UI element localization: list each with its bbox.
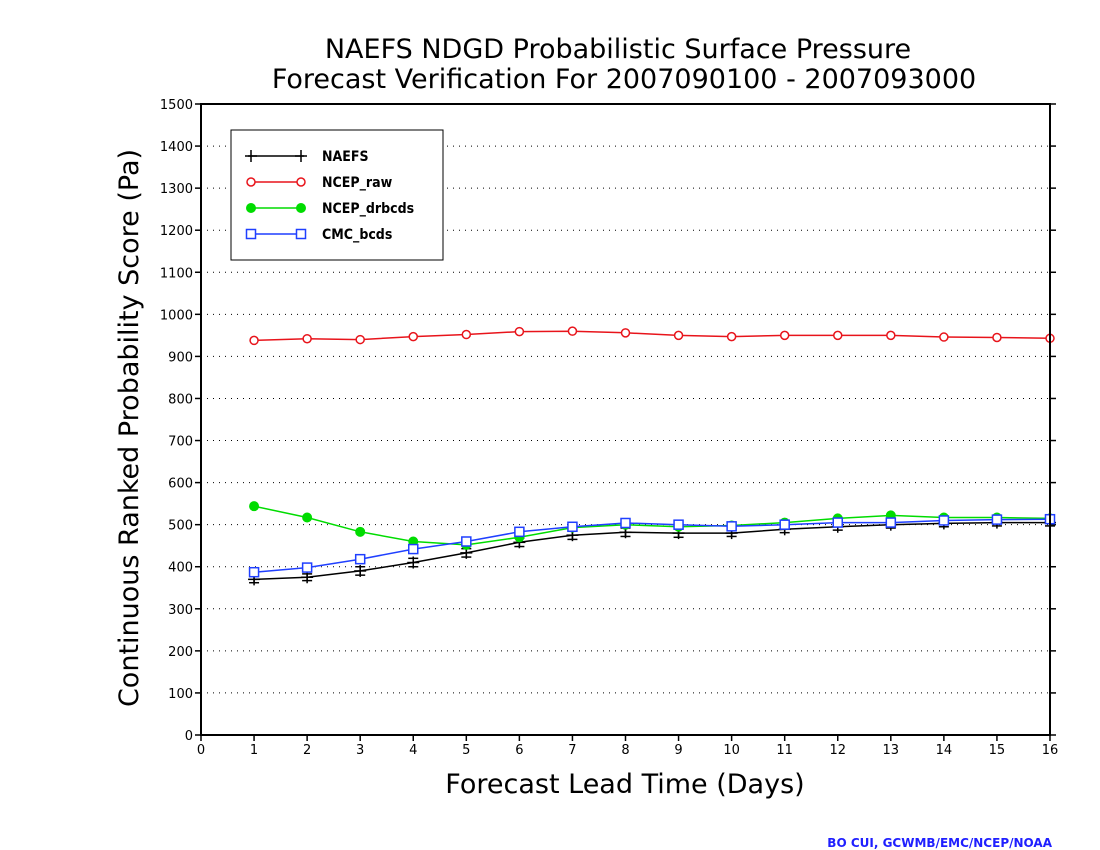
legend-label-ncep-raw: NCEP_raw bbox=[322, 175, 393, 191]
x-tick-label: 5 bbox=[462, 743, 470, 758]
legend-label-cmc-bcds: CMC_bcds bbox=[322, 227, 392, 243]
data-point-ncep-drbcds bbox=[302, 512, 313, 523]
data-point-cmc-bcds bbox=[991, 514, 1003, 525]
series-line-ncep-raw bbox=[254, 330, 1051, 342]
data-point-ncep-raw bbox=[567, 326, 578, 336]
data-point-cmc-bcds bbox=[885, 517, 897, 528]
series-ncep-drbcds bbox=[249, 501, 1055, 550]
data-point-cmc-bcds bbox=[673, 519, 684, 530]
legend: NAEFS NCEP_raw NCEP_drbcds CMC_bcds bbox=[230, 129, 444, 261]
y-tick-label: 100 bbox=[168, 687, 193, 702]
series-line-ncep-drbcds bbox=[253, 505, 1051, 546]
data-point-ncep-raw bbox=[779, 330, 790, 341]
y-tick-label: 500 bbox=[168, 519, 193, 534]
data-point-ncep-raw bbox=[249, 335, 259, 346]
legend-label-ncep-drbcds: NCEP_drbcds bbox=[322, 201, 414, 217]
chart-title-line1: NAEFS NDGD Probabilistic Surface Pressur… bbox=[325, 34, 911, 65]
series-cmc-bcds bbox=[248, 513, 1056, 578]
series-naefs bbox=[248, 516, 1056, 586]
x-tick-label: 14 bbox=[936, 743, 953, 758]
data-point-ncep-raw bbox=[833, 330, 843, 341]
chart-title-line2: Forecast Verification For 2007090100 - 2… bbox=[272, 64, 976, 95]
data-point-cmc-bcds bbox=[354, 553, 366, 565]
data-point-cmc-bcds bbox=[620, 517, 631, 529]
data-point-cmc-bcds bbox=[779, 519, 790, 530]
legend-label-naefs: NAEFS bbox=[322, 149, 369, 165]
axis-ticks: 0100200300400500600700800900100011001200… bbox=[160, 98, 1058, 758]
data-point-cmc-bcds bbox=[938, 515, 950, 526]
plot-area-frame bbox=[200, 103, 1051, 736]
data-point-cmc-bcds bbox=[832, 517, 843, 528]
x-tick-label: 6 bbox=[515, 743, 523, 758]
data-point-ncep-raw bbox=[939, 332, 949, 342]
x-tick-label: 10 bbox=[723, 743, 740, 758]
data-point-ncep-raw bbox=[355, 334, 365, 345]
y-tick-label: 900 bbox=[168, 350, 193, 365]
x-tick-label: 8 bbox=[621, 743, 629, 758]
data-point-cmc-bcds bbox=[408, 543, 419, 555]
data-point-ncep-raw bbox=[726, 331, 737, 342]
y-tick-label: 800 bbox=[168, 392, 193, 407]
y-tick-label: 1500 bbox=[160, 98, 193, 113]
legend-marker-right-cmc-bcds bbox=[295, 228, 307, 240]
legend-marker-right-ncep-drbcds bbox=[296, 203, 306, 213]
x-tick-label: 1 bbox=[250, 743, 258, 758]
data-point-ncep-raw bbox=[461, 329, 472, 340]
data-point-cmc-bcds bbox=[461, 536, 472, 547]
y-tick-label: 1200 bbox=[160, 224, 193, 239]
data-point-ncep-drbcds bbox=[249, 501, 260, 512]
x-tick-label: 11 bbox=[776, 743, 793, 758]
legend-entry-naefs: NAEFS bbox=[245, 149, 369, 165]
x-tick-label: 15 bbox=[989, 743, 1006, 758]
y-tick-label: 1000 bbox=[160, 308, 193, 323]
data-point-cmc-bcds bbox=[726, 521, 737, 532]
x-tick-label: 7 bbox=[568, 743, 576, 758]
x-tick-label: 13 bbox=[883, 743, 900, 758]
y-tick-label: 1300 bbox=[160, 182, 193, 197]
series-line-naefs bbox=[254, 521, 1050, 581]
data-point-cmc-bcds bbox=[567, 521, 578, 533]
data-point-cmc-bcds bbox=[301, 562, 313, 573]
y-tick-label: 0 bbox=[185, 729, 193, 744]
legend-entry-ncep-drbcds: NCEP_drbcds bbox=[246, 201, 414, 217]
y-tick-label: 1100 bbox=[160, 266, 193, 281]
y-tick-label: 600 bbox=[168, 477, 193, 492]
legend-box bbox=[230, 129, 444, 261]
x-tick-label: 4 bbox=[409, 743, 417, 758]
y-tick-label: 400 bbox=[168, 561, 193, 576]
x-tick-label: 2 bbox=[303, 743, 311, 758]
x-tick-label: 12 bbox=[829, 743, 846, 758]
legend-marker-left-cmc-bcds bbox=[245, 228, 257, 240]
y-axis-label: Continuous Ranked Probability Score (Pa) bbox=[114, 149, 145, 707]
x-tick-label: 16 bbox=[1042, 743, 1059, 758]
data-point-ncep-raw bbox=[673, 330, 684, 341]
legend-marker-left-ncep-raw bbox=[246, 177, 256, 187]
y-tick-label: 200 bbox=[168, 645, 193, 660]
data-point-ncep-raw bbox=[408, 331, 418, 342]
x-tick-label: 3 bbox=[356, 743, 364, 758]
y-tick-label: 1400 bbox=[160, 140, 193, 155]
data-point-ncep-raw bbox=[302, 333, 312, 344]
data-point-ncep-raw bbox=[620, 328, 631, 338]
x-tick-label: 9 bbox=[674, 743, 682, 758]
data-point-ncep-raw bbox=[514, 326, 525, 337]
legend-entry-ncep-raw: NCEP_raw bbox=[246, 175, 393, 191]
y-tick-label: 700 bbox=[168, 435, 193, 450]
x-axis-label: Forecast Lead Time (Days) bbox=[445, 769, 804, 800]
data-point-ncep-drbcds bbox=[355, 526, 366, 537]
y-tick-label: 300 bbox=[168, 603, 193, 618]
series-lines bbox=[248, 326, 1056, 586]
x-tick-label: 0 bbox=[197, 743, 205, 758]
data-point-cmc-bcds bbox=[248, 566, 260, 578]
series-line-cmc-bcds bbox=[254, 518, 1051, 573]
series-ncep-raw bbox=[249, 326, 1055, 346]
data-point-cmc-bcds bbox=[514, 526, 525, 538]
legend-marker-right-ncep-raw bbox=[296, 177, 306, 187]
legend-entry-cmc-bcds: CMC_bcds bbox=[245, 227, 392, 243]
legend-marker-left-ncep-drbcds bbox=[246, 203, 256, 213]
data-point-ncep-raw bbox=[992, 332, 1002, 343]
credit-text: BO CUI, GCWMB/EMC/NCEP/NOAA bbox=[827, 836, 1052, 850]
data-point-ncep-raw bbox=[886, 330, 896, 341]
